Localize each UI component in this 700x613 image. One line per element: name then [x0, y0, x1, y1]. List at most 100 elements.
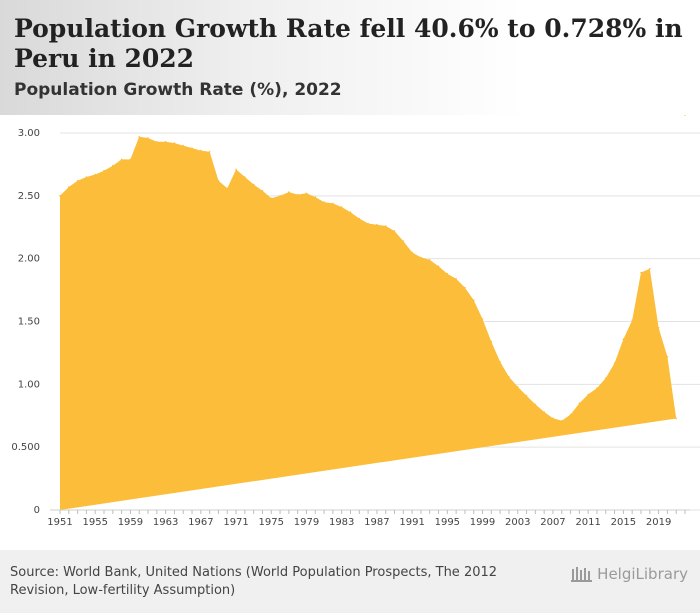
- logo-text: HelgiLibrary: [597, 565, 688, 583]
- y-tick-label: 2.00: [18, 254, 40, 265]
- x-tick-label: 2003: [505, 517, 530, 528]
- data-point: [261, 190, 264, 192]
- y-tick-label: 3.00: [18, 128, 40, 139]
- data-point: [323, 201, 325, 203]
- x-tick-label: 1967: [188, 517, 213, 528]
- data-point: [112, 164, 114, 167]
- data-point: [235, 168, 237, 171]
- data-point: [358, 217, 361, 220]
- data-point: [393, 230, 396, 232]
- data-point: [252, 183, 255, 186]
- data-point: [270, 197, 273, 200]
- x-tick-label: 2015: [611, 517, 636, 528]
- data-point: [472, 299, 475, 301]
- helgi-library-logo: HelgiLibrary: [571, 565, 688, 583]
- y-tick-label: 0.500: [11, 442, 40, 453]
- data-point: [605, 377, 607, 379]
- data-point: [296, 193, 299, 196]
- data-point: [314, 196, 317, 198]
- data-point: [640, 271, 642, 274]
- x-tick-label: 1959: [118, 517, 143, 528]
- data-point: [437, 265, 440, 267]
- data-point: [103, 169, 105, 172]
- x-axis: 1951 1955 1959 1963 1967 1971 1975 1979 1983 1987…: [47, 509, 690, 528]
- x-tick-label: 1983: [329, 517, 354, 528]
- data-point: [525, 394, 528, 397]
- x-tick-label: 1963: [153, 517, 178, 528]
- data-point: [596, 387, 598, 389]
- data-point: [666, 355, 669, 358]
- data-point: [569, 413, 572, 416]
- data-point: [376, 223, 378, 226]
- data-point: [85, 176, 88, 178]
- data-point: [182, 144, 184, 147]
- x-tick-label: 1999: [470, 517, 495, 528]
- data-point: [613, 362, 616, 364]
- data-point: [402, 240, 405, 242]
- x-tick-label: 1995: [435, 517, 460, 528]
- y-tick-label: 1.00: [18, 379, 40, 390]
- data-point: [534, 403, 537, 406]
- y-tick-label: 2.50: [18, 191, 40, 202]
- data-point: [129, 158, 132, 161]
- data-point: [156, 141, 158, 143]
- data-point: [657, 327, 660, 329]
- x-tick-label: 1987: [364, 517, 389, 528]
- data-point: [684, 115, 686, 116]
- y-tick-label: 0: [34, 505, 40, 516]
- data-point: [490, 340, 493, 343]
- data-point: [649, 267, 651, 270]
- x-tick-label: 1951: [47, 517, 72, 528]
- data-point: [631, 319, 633, 321]
- data-point: [411, 251, 413, 254]
- x-tick-label: 2019: [646, 517, 671, 528]
- chart-subtitle: Population Growth Rate (%), 2022: [14, 80, 342, 100]
- data-point: [305, 192, 308, 195]
- data-point: [543, 411, 545, 413]
- area-fill: [60, 136, 677, 511]
- data-point: [464, 286, 466, 289]
- data-point: [68, 186, 70, 188]
- x-tick-label: 2011: [575, 517, 600, 528]
- data-point: [200, 149, 202, 152]
- data-point: [76, 180, 79, 182]
- data-point: [481, 318, 484, 320]
- data-point: [191, 147, 193, 149]
- data-point: [420, 256, 422, 259]
- data-point: [552, 417, 554, 420]
- data-point: [446, 272, 449, 275]
- data-point: [332, 202, 334, 205]
- data-point: [516, 386, 519, 388]
- data-point: [578, 402, 581, 405]
- library-icon: [571, 567, 593, 582]
- x-tick-label: 2007: [540, 517, 565, 528]
- data-point: [622, 338, 625, 340]
- page-title: Population Growth Rate fell 40.6% to 0.7…: [14, 14, 683, 73]
- data-point: [455, 278, 457, 280]
- data-point: [349, 211, 352, 213]
- x-tick-label: 1991: [399, 517, 424, 528]
- x-tick-label: 1975: [259, 517, 284, 528]
- y-tick-label: 1.50: [18, 317, 40, 328]
- data-point: [94, 173, 96, 176]
- data-point: [120, 158, 123, 161]
- data-point: [499, 360, 501, 363]
- data-point: [164, 141, 167, 143]
- data-point: [288, 191, 290, 193]
- data-point: [279, 195, 281, 197]
- data-point: [208, 151, 211, 153]
- data-point: [340, 206, 343, 208]
- data-point: [217, 180, 220, 182]
- x-tick-label: 1979: [294, 517, 319, 528]
- data-point: [147, 137, 149, 139]
- data-point: [226, 187, 229, 190]
- data-point: [561, 420, 563, 422]
- x-tick-label: 1971: [223, 517, 248, 528]
- data-point: [384, 225, 387, 227]
- data-point: [675, 417, 677, 420]
- data-point: [508, 376, 510, 378]
- footer: Source: World Bank, United Nations (Worl…: [0, 550, 700, 613]
- x-tick-label: 1955: [82, 517, 107, 528]
- data-point: [59, 195, 61, 197]
